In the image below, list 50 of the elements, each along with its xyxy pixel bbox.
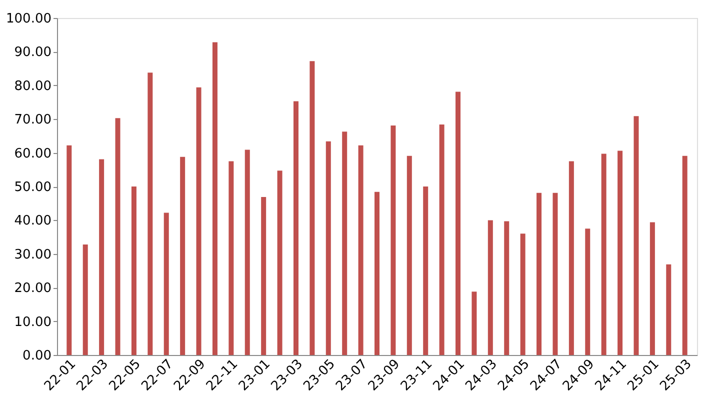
bar [406,156,412,355]
bar [277,170,282,355]
bar [634,116,639,355]
y-tick-label: 100.00 [6,12,52,26]
bar [293,101,298,355]
bar [180,156,186,355]
bar [244,150,250,355]
bar [568,161,574,355]
bar [310,61,315,355]
y-tick-label: 60.00 [14,146,52,162]
y-tick-label: 30.00 [14,247,52,262]
bar [99,159,104,355]
bar [148,72,153,355]
bar [682,156,688,355]
bar [650,222,655,355]
bar [66,145,72,355]
y-tick-label: 40.00 [14,214,52,229]
bar [618,150,623,355]
y-tick-label: 80.00 [14,78,52,94]
bar [666,264,672,355]
y-tick-label: 0.00 [22,348,52,364]
bar [520,234,526,355]
bar [601,154,606,355]
bar [374,192,380,355]
bar [423,186,428,355]
bar [488,220,493,355]
bar [552,192,558,355]
bar [439,124,444,355]
bar [390,126,396,355]
y-tick-label: 90.00 [14,45,52,60]
y-tick-label: 50.00 [14,180,52,195]
bar [261,196,266,355]
y-tick-label: 20.00 [14,281,52,296]
bar [536,192,542,355]
bar [342,132,348,355]
bar [212,42,218,355]
bar [228,161,234,355]
bar [326,141,331,355]
bar [115,118,120,355]
bar [196,87,202,355]
bar [82,244,88,355]
y-tick-label: 10.00 [14,314,52,330]
bar [164,212,169,355]
bar [472,292,477,355]
bar [131,186,136,355]
bar [358,145,364,355]
bar [585,228,590,355]
bar [456,92,461,355]
bar [504,221,510,355]
y-tick-label: 70.00 [14,112,52,128]
